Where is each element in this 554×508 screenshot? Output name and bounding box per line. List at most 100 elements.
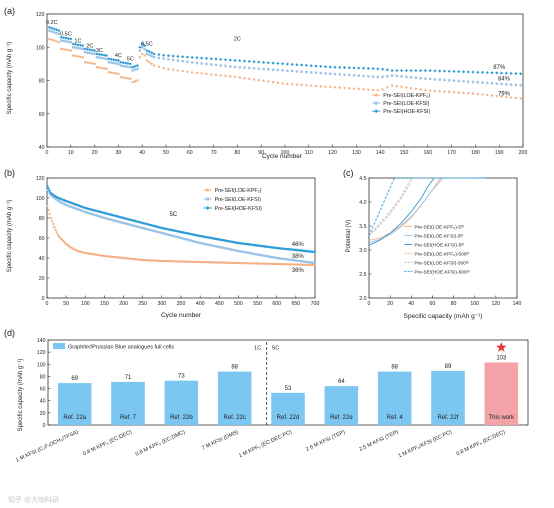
- panel-b-point: [101, 216, 104, 219]
- panel-b-point: [111, 219, 114, 222]
- panel-b-point: [102, 216, 105, 219]
- panel-b-point: [65, 199, 69, 203]
- panel-b-point: [125, 222, 128, 225]
- panel-a-point: [376, 67, 380, 71]
- panel-a-point: [509, 83, 513, 86]
- panel-c-xtick-label: 140: [513, 301, 522, 307]
- panel-a-point: [143, 54, 146, 57]
- panel-a-point: [176, 54, 180, 58]
- panel-b-point: [52, 194, 56, 198]
- panel-b-point: [89, 212, 93, 215]
- panel-d-ytick-label: 120: [37, 350, 46, 356]
- panel-a-point: [257, 60, 261, 64]
- panel-b-point: [155, 230, 158, 233]
- panel-b-point: [305, 260, 309, 264]
- panel-b-point: [63, 198, 67, 202]
- panel-a-point: [338, 86, 341, 89]
- panel-a-point: [148, 61, 151, 64]
- panel-a-point: [131, 65, 135, 69]
- panel-a-point: [476, 81, 479, 84]
- panel-b-point: [303, 260, 306, 263]
- panel-a-xlabel: Cycle number: [262, 153, 303, 160]
- panel-a-point: [150, 51, 154, 55]
- panel-b-point: [298, 259, 302, 263]
- panel-a-point: [233, 65, 237, 69]
- panel-b-point: [88, 212, 91, 215]
- panel-d-ref-label: Ref. 4: [387, 415, 404, 421]
- panel-b-point: [169, 234, 172, 237]
- panel-a-point: [309, 64, 313, 68]
- panel-a-point: [126, 61, 130, 66]
- panel-a-point: [76, 43, 80, 47]
- panel-b-point: [116, 220, 119, 223]
- panel-a-point: [186, 70, 189, 74]
- panel-a-rate-label: 2C: [234, 37, 241, 43]
- panel-a-point: [59, 35, 63, 39]
- panel-a-point: [443, 90, 446, 93]
- panel-b-point: [110, 218, 113, 221]
- panel-b-point: [310, 261, 313, 264]
- panel-b-point: [127, 223, 131, 226]
- panel-a-point: [295, 70, 299, 73]
- panel-b-point: [90, 208, 94, 212]
- panel-c-legend-label: Pre-SEI(HOE-KFSI)-500ᵗʰ: [414, 269, 469, 275]
- panel-a-point: [419, 76, 422, 80]
- panel-a-point: [286, 69, 289, 72]
- panel-a-point: [519, 97, 522, 100]
- panel-a-point: [85, 47, 90, 51]
- panel-b-point: [49, 193, 52, 197]
- panel-b-point: [313, 263, 317, 267]
- panel-a-point: [107, 70, 111, 74]
- panel-b-xtick-label: 50: [63, 301, 69, 307]
- panel-a-point: [229, 65, 232, 68]
- panel-b-point: [194, 240, 197, 243]
- panel-b-point: [158, 226, 162, 229]
- panel-b-retention-label: 38%: [292, 254, 305, 260]
- panel-b-point: [212, 244, 216, 247]
- panel-b-point: [63, 203, 66, 206]
- panel-d-bar: [324, 386, 359, 425]
- panel-a-point: [371, 67, 375, 71]
- panel-a-point: [328, 65, 332, 69]
- panel-d-bar: [271, 392, 305, 425]
- panel-a-point: [219, 74, 222, 77]
- panel-a-xtick-label: 40: [139, 150, 145, 156]
- panel-d-value-label: 64: [338, 379, 345, 385]
- panel-a-point: [348, 73, 351, 77]
- panel-b-point: [285, 258, 288, 261]
- panel-a-point: [195, 71, 199, 75]
- panel-b-point: [253, 252, 256, 255]
- panel-a-point: [110, 71, 113, 74]
- panel-b-ylabel: Specific capacity (mAh g⁻¹): [7, 200, 13, 273]
- panel-b-point: [249, 252, 252, 255]
- panel-a-point: [171, 58, 175, 62]
- panel-a-point: [219, 57, 223, 61]
- panel-c-ytick-label: 2.5: [359, 272, 366, 278]
- panel-a-point: [381, 67, 385, 71]
- panel-a-point: [281, 62, 285, 66]
- panel-a-point: [400, 75, 403, 78]
- panel-a-point: [329, 85, 332, 89]
- panel-d-ytick-label: 100: [37, 362, 46, 368]
- panel-a-point: [304, 63, 308, 67]
- panel-a-point: [162, 66, 165, 70]
- panel-a-point: [457, 79, 460, 83]
- panel-b-point: [98, 210, 102, 214]
- panel-b-point: [76, 207, 79, 211]
- panel-a-point: [50, 30, 53, 33]
- panel-a-point: [286, 82, 289, 86]
- panel-a-point: [376, 75, 380, 79]
- panel-b-point: [77, 208, 80, 211]
- panel-b-point: [47, 208, 50, 212]
- panel-b-point: [244, 251, 248, 254]
- panel-b-point: [219, 246, 222, 249]
- panel-b-point: [48, 189, 52, 193]
- panel-b-point: [104, 211, 108, 215]
- panel-a-point: [71, 42, 75, 46]
- panel-a-point: [136, 67, 139, 71]
- panel-a-point: [119, 64, 122, 67]
- panel-b-point: [66, 204, 70, 207]
- panel-b-point: [239, 250, 242, 253]
- panel-a-point: [319, 64, 323, 68]
- panel-a-xtick-label: 180: [471, 150, 480, 156]
